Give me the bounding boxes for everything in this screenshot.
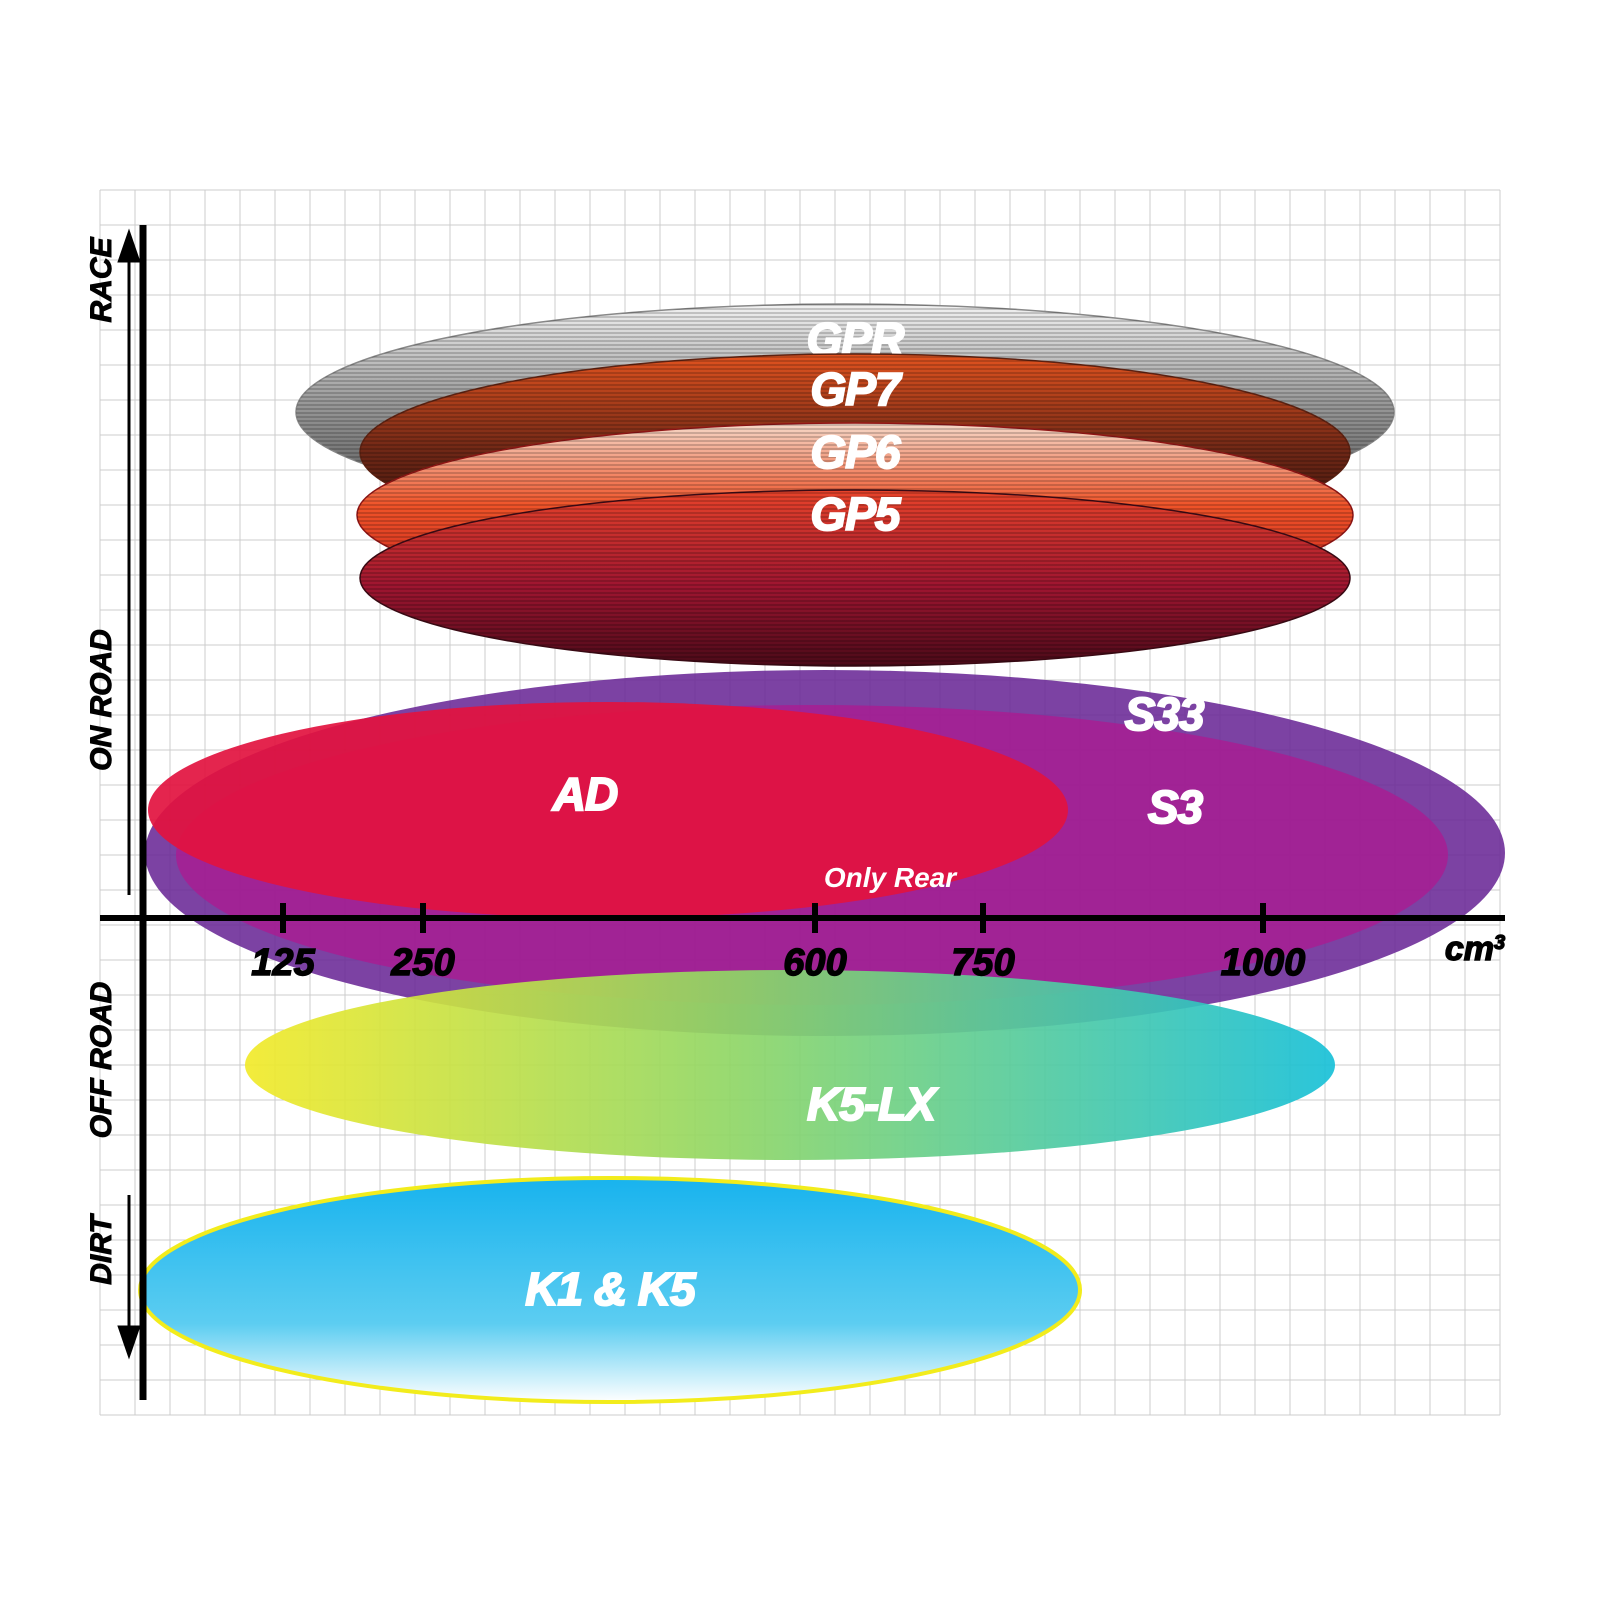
- svg-text:OFF ROAD: OFF ROAD: [85, 982, 118, 1139]
- svg-text:GP6: GP6: [810, 426, 900, 478]
- svg-text:1000: 1000: [1221, 942, 1306, 984]
- svg-text:600: 600: [783, 942, 846, 984]
- svg-text:ON ROAD: ON ROAD: [85, 629, 118, 771]
- svg-text:250: 250: [390, 942, 454, 984]
- svg-text:GP7: GP7: [810, 363, 902, 415]
- svg-text:DIRT: DIRT: [85, 1213, 118, 1285]
- svg-text:cm3: cm3: [1445, 930, 1505, 968]
- svg-text:750: 750: [951, 942, 1014, 984]
- svg-text:RACE: RACE: [85, 237, 118, 323]
- svg-text:S33: S33: [1125, 688, 1205, 740]
- svg-text:Only Rear: Only Rear: [824, 862, 958, 893]
- svg-text:K5-LX: K5-LX: [807, 1078, 938, 1130]
- svg-text:GP5: GP5: [810, 488, 901, 540]
- svg-text:AD: AD: [552, 768, 617, 820]
- svg-text:S3: S3: [1148, 781, 1204, 833]
- svg-text:125: 125: [251, 942, 315, 984]
- svg-text:K1 & K5: K1 & K5: [525, 1263, 697, 1315]
